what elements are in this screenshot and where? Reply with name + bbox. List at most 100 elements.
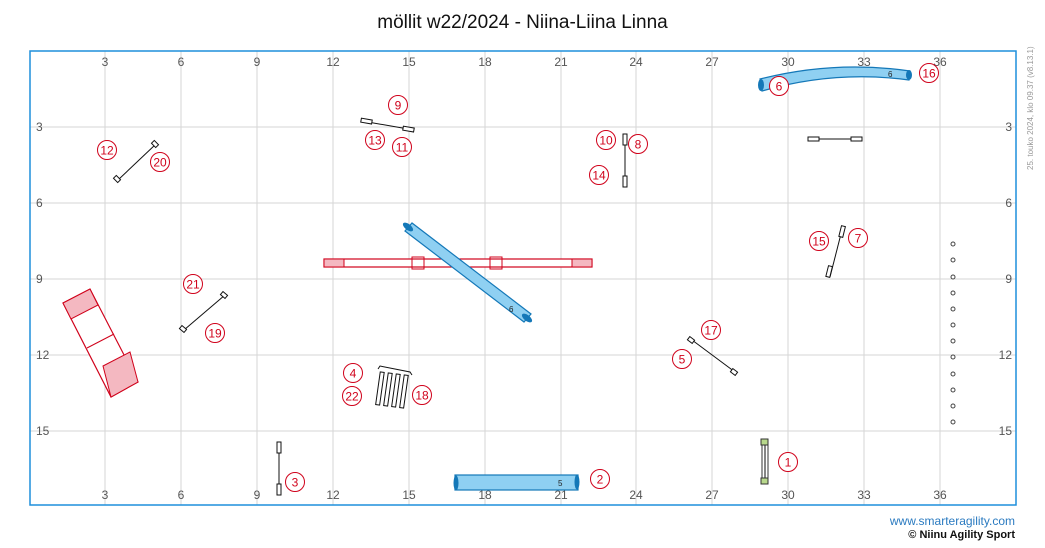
number-badge: 16	[919, 63, 939, 83]
jump	[360, 117, 415, 133]
number-text: 18	[415, 389, 429, 403]
number-text: 9	[395, 99, 402, 113]
number-text: 11	[396, 141, 409, 155]
y-tick: 15	[36, 424, 50, 438]
y-tick: 12	[36, 348, 50, 362]
number-text: 19	[208, 327, 222, 341]
x-tick: 3	[102, 488, 109, 502]
x-tick: 9	[254, 55, 261, 69]
jump	[686, 335, 739, 377]
y-tick: 12	[999, 348, 1013, 362]
jump	[276, 441, 282, 496]
tunnel-label: 6	[509, 305, 514, 314]
x-tick: 36	[933, 55, 947, 69]
tunnel-top: 6	[758, 66, 912, 92]
number-text: 1	[785, 456, 792, 470]
x-tick: 30	[781, 488, 795, 502]
number-text: 15	[812, 235, 826, 249]
x-tick: 36	[933, 488, 947, 502]
date-version-note: 25. touko 2024, klo 09.37 (v8.13.1)	[1026, 46, 1035, 170]
number-text: 4	[350, 367, 357, 381]
jump	[825, 225, 846, 278]
y-ticks-left: 3 6 9 12 15	[36, 120, 50, 438]
y-tick: 3	[1005, 120, 1012, 134]
website-link[interactable]: www.smarteragility.com	[889, 514, 1015, 528]
number-badge: 5	[672, 349, 692, 369]
number-badge: 22	[342, 386, 362, 406]
number-badge: 1	[778, 452, 798, 472]
number-badge: 13	[365, 130, 385, 150]
weave-poles	[950, 241, 956, 425]
number-badge: 6	[769, 76, 789, 96]
number-text: 5	[679, 353, 686, 367]
number-text: 17	[704, 324, 718, 338]
a-frame	[62, 288, 139, 398]
number-text: 2	[597, 473, 604, 487]
x-tick: 27	[705, 488, 719, 502]
x-tick: 12	[326, 55, 340, 69]
number-badge: 7	[848, 228, 868, 248]
tunnel-bottom: 5	[453, 474, 580, 491]
x-tick: 18	[478, 488, 492, 502]
number-badge: 12	[97, 140, 117, 160]
number-badge: 2	[590, 469, 610, 489]
y-tick: 9	[1005, 272, 1012, 286]
x-tick: 15	[402, 488, 416, 502]
number-text: 6	[776, 80, 783, 94]
x-tick: 24	[629, 488, 643, 502]
y-tick: 9	[36, 272, 43, 286]
number-badge: 3	[285, 472, 305, 492]
x-tick: 21	[554, 55, 568, 69]
x-tick: 24	[629, 55, 643, 69]
number-badge: 8	[628, 134, 648, 154]
x-tick: 18	[478, 55, 492, 69]
number-badge: 19	[205, 323, 225, 343]
copyright-text: © Niinu Agility Sport	[908, 529, 1015, 541]
x-tick: 33	[857, 488, 871, 502]
number-text: 20	[153, 156, 167, 170]
number-text: 7	[855, 232, 862, 246]
y-tick: 15	[999, 424, 1013, 438]
course-title: möllit w22/2024 - Niina-Liina Linna	[377, 12, 668, 33]
number-text: 22	[345, 390, 359, 404]
number-badge: 14	[589, 165, 609, 185]
tunnel-label: 6	[888, 70, 893, 79]
number-text: 3	[292, 476, 299, 490]
x-tick: 3	[102, 55, 109, 69]
y-tick: 6	[1005, 196, 1012, 210]
course-frame	[29, 50, 1017, 506]
y-tick: 3	[36, 120, 43, 134]
number-badge: 18	[412, 385, 432, 405]
number-text: 21	[186, 278, 200, 292]
number-text: 10	[599, 134, 613, 148]
tunnel-label: 5	[558, 479, 563, 488]
x-tick: 33	[857, 55, 871, 69]
number-badge: 4	[343, 363, 363, 383]
jump	[807, 136, 863, 142]
x-tick: 6	[178, 488, 185, 502]
x-tick: 27	[705, 55, 719, 69]
number-text: 14	[592, 169, 606, 183]
number-text: 16	[922, 67, 936, 81]
table	[760, 438, 769, 485]
sequence-numbers: 1 2 3 4 5 6 7 8 9 10 11 12 13 14 15 16 1…	[97, 63, 939, 492]
number-badge: 10	[596, 130, 616, 150]
x-ticks-top: 3 6 9 12 15 18 21 24 27 30 33 36	[102, 55, 947, 69]
x-tick: 21	[554, 488, 568, 502]
y-ticks-right: 3 6 9 12 15	[999, 120, 1013, 438]
x-ticks-bottom: 3 6 9 12 15 18 21 24 27 30 33 36	[102, 488, 947, 502]
x-tick: 30	[781, 55, 795, 69]
long-jump	[375, 365, 413, 409]
x-tick: 12	[326, 488, 340, 502]
y-tick: 6	[36, 196, 43, 210]
jump	[178, 290, 229, 334]
x-tick: 6	[178, 55, 185, 69]
number-badge: 21	[183, 274, 203, 294]
x-tick: 9	[254, 488, 261, 502]
tunnel-diagonal: 6	[402, 222, 533, 323]
jump	[112, 139, 160, 184]
x-tick: 15	[402, 55, 416, 69]
number-badge: 9	[388, 95, 408, 115]
number-text: 8	[635, 138, 642, 152]
